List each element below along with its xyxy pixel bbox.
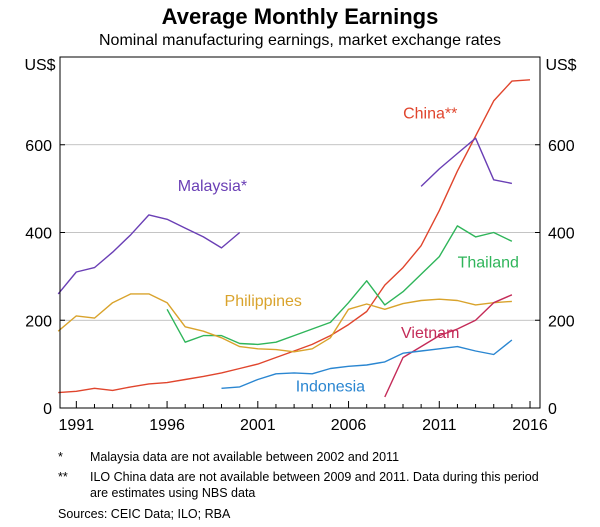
series-line-indonesia [221, 339, 513, 389]
y-tick-label-left: 0 [43, 401, 52, 418]
note-malaysia: * Malaysia data are not available betwee… [58, 449, 558, 465]
chart-subtitle: Nominal manufacturing earnings, market e… [99, 32, 501, 49]
chart-sources: Sources: CEIC Data; ILO; RBA [58, 507, 231, 521]
y-tick-label-right: 0 [548, 401, 557, 418]
y-axis-label-left: US$ [24, 57, 55, 74]
y-tick-label-right: 400 [548, 226, 575, 243]
series-line-vietnam [384, 294, 513, 398]
x-tick-label: 2001 [240, 417, 276, 434]
series-label-thailand: Thailand [458, 255, 519, 272]
chart-title: Average Monthly Earnings [161, 4, 439, 29]
series-label-malaysia: Malaysia* [178, 178, 247, 195]
note-text: Malaysia data are not available between … [90, 450, 400, 464]
x-tick-label: 2006 [331, 417, 367, 434]
series-label-china: China** [403, 105, 457, 122]
y-tick-label-left: 400 [25, 226, 52, 243]
note-china: ** ILO China data are not available betw… [58, 469, 558, 501]
series-label-philippines: Philippines [225, 293, 302, 310]
y-tick-label-right: 600 [548, 138, 575, 155]
x-tick-label: 1996 [149, 417, 185, 434]
series-line-thailand [166, 225, 513, 346]
x-tick-label: 2016 [512, 417, 548, 434]
y-axis-label-right: US$ [545, 57, 576, 74]
series-line-malaysia [57, 214, 241, 295]
x-tick-label: 2011 [422, 417, 457, 434]
note-text: ILO China data are not available between… [90, 470, 539, 500]
x-tick-label: 1991 [59, 417, 95, 434]
y-tick-label-right: 200 [548, 313, 575, 330]
series-line-malaysia [420, 137, 513, 187]
note-mark: ** [58, 470, 68, 484]
chart-notes: * Malaysia data are not available betwee… [58, 449, 558, 501]
y-tick-label-left: 600 [25, 138, 52, 155]
note-mark: * [58, 450, 63, 464]
series-label-vietnam: Vietnam [401, 325, 459, 342]
y-tick-label-left: 200 [25, 313, 52, 330]
series-label-indonesia: Indonesia [296, 378, 365, 395]
series-line-china [58, 79, 531, 394]
series-line-philippines [57, 293, 512, 353]
